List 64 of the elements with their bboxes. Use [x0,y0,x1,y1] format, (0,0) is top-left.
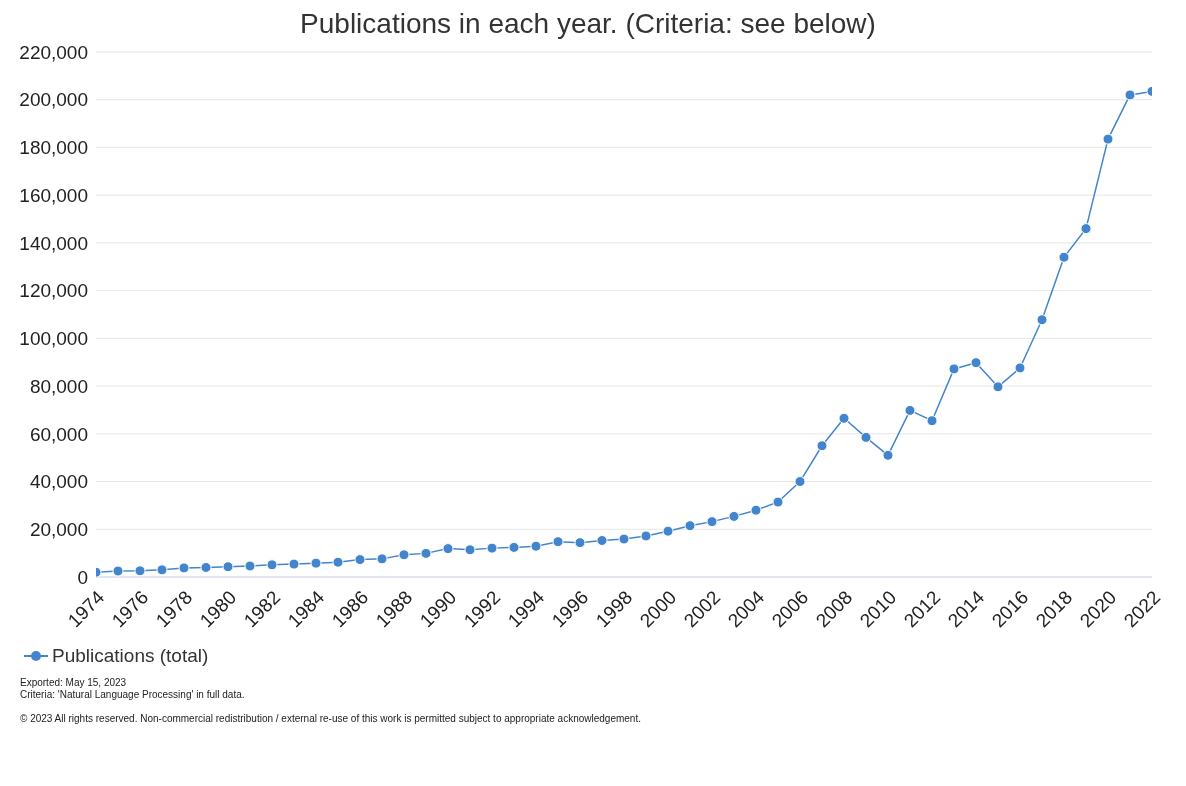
point [178,562,190,574]
point [398,549,410,561]
text: Exported: May 15, 2023 [20,677,128,689]
point [112,565,124,577]
point [354,554,366,566]
point [244,560,256,572]
legend-label: Publications (total) [52,645,209,667]
point [860,431,872,443]
point [1014,362,1026,374]
y-tick-label: 140,000 [19,232,88,254]
point [134,565,146,577]
point [706,516,718,528]
point [1080,223,1092,235]
point [222,561,234,573]
y-tick-label: 80,000 [29,375,88,397]
point [200,561,212,573]
text: © 2023 All rights reserved. Non-commercial redistribution / external re-use of this work is permitted subject to appropriate acknowledgement. [20,713,642,725]
point [332,556,344,568]
point [904,404,916,416]
point [574,537,586,549]
y-tick-label: 180,000 [19,137,88,159]
point [1102,133,1114,145]
y-tick-label: 220,000 [19,41,88,63]
y-tick-label: 100,000 [19,328,88,350]
point [728,510,740,522]
point [992,381,1004,393]
point [420,547,432,559]
point [442,543,454,555]
point [552,536,564,548]
point [684,520,696,532]
point [838,412,850,424]
point [1058,251,1070,263]
point [970,357,982,369]
point [882,449,894,461]
y-tick-label: 0 [77,566,88,588]
y-tick-label: 20,000 [29,519,88,541]
point [816,440,828,452]
text: Criteria: 'Natural Language Processing' in full data. [20,689,246,701]
y-tick-label: 120,000 [19,280,88,302]
chart-title: Publications in each year. (Criteria: see below) [299,8,877,40]
point [772,496,784,508]
point [618,533,630,545]
y-tick-label: 160,000 [19,184,88,206]
point [794,476,806,488]
point [486,542,498,554]
point [530,540,542,552]
point [750,504,762,516]
point [464,544,476,556]
point [508,541,520,553]
y-tick-label: 40,000 [29,471,88,493]
point [926,415,938,427]
point [948,363,960,375]
point [376,553,388,565]
point [156,564,168,576]
point [266,559,278,571]
y-tick-label: 60,000 [29,423,88,445]
point [640,530,652,542]
point [596,534,608,546]
point [1124,89,1136,101]
point [288,558,300,570]
y-tick-label: 200,000 [19,89,88,111]
point [662,525,674,537]
point [1036,314,1048,326]
point [310,557,322,569]
